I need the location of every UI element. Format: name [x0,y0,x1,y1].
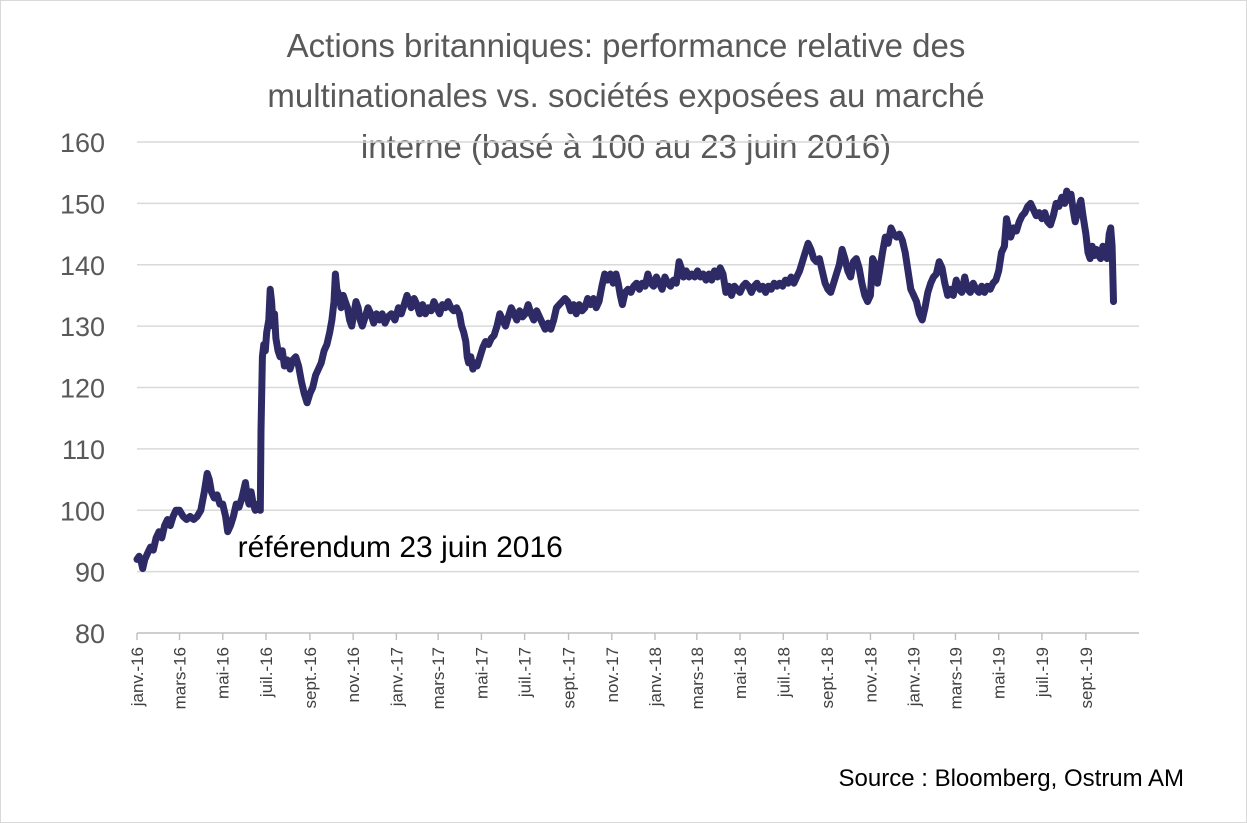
x-tick-label: mai-19 [990,647,1009,699]
x-tick-label: nov.-18 [861,647,880,702]
title-line-2: multinationales vs. sociétés exposées au… [267,77,984,114]
x-axis: janv.-16 mars-16 mai-16 juil.-16 sept.-16 nov… [128,632,1139,709]
series-line [133,187,1117,573]
y-tick-label: 130 [60,312,105,342]
x-tick-label: sept.-18 [818,647,837,708]
annotation-label: référendum 23 juin 2016 [238,531,563,564]
x-tick-label: juil.-16 [257,647,276,698]
y-tick-label: 160 [60,128,105,158]
x-tick-label: sept.-17 [560,647,579,708]
x-tick-label: mars-16 [171,647,190,709]
x-tick-label: janv.-18 [646,647,665,707]
x-tick-label: sept.-16 [301,647,320,708]
x-tick-label: mai-17 [472,647,491,699]
y-axis: 80 90 100 110 120 130 140 150 160 [60,128,105,649]
x-tick-label: mai-18 [731,647,750,699]
x-tick-label: nov.-17 [603,647,622,702]
x-tick-label: janv.-19 [905,647,924,707]
chart-title: Actions britanniques: performance relati… [267,27,984,165]
y-tick-label: 90 [75,558,105,588]
y-tick-label: 100 [60,496,105,526]
x-tick-label: janv.-16 [128,647,147,707]
y-tick-label: 140 [60,251,105,281]
x-tick-label: juil.-18 [774,647,793,698]
x-tick-label: mai-16 [214,647,233,699]
x-tick-label: nov.-16 [344,647,363,702]
annotations: référendum 23 juin 2016 [238,531,563,564]
x-tick-label: mars-19 [946,647,965,709]
x-tick-label: mars-18 [688,647,707,709]
y-tick-label: 80 [75,619,105,649]
x-tick-label: juil.-17 [516,647,535,698]
source-note: Source : Bloomberg, Ostrum AM [839,765,1184,792]
y-tick-label: 110 [62,435,105,465]
x-tick-label: juil.-19 [1033,647,1052,698]
series-group [133,187,1117,573]
title-line-3: interne (basé à 100 au 23 juin 2016) [361,128,891,165]
x-tick-label: sept.-19 [1077,647,1096,708]
y-tick-label: 120 [60,374,105,404]
y-tick-label: 150 [60,189,105,219]
x-tick-label: mars-17 [429,647,448,709]
x-tick-label: janv.-17 [387,647,406,707]
title-line-1: Actions britanniques: performance relati… [287,27,966,64]
